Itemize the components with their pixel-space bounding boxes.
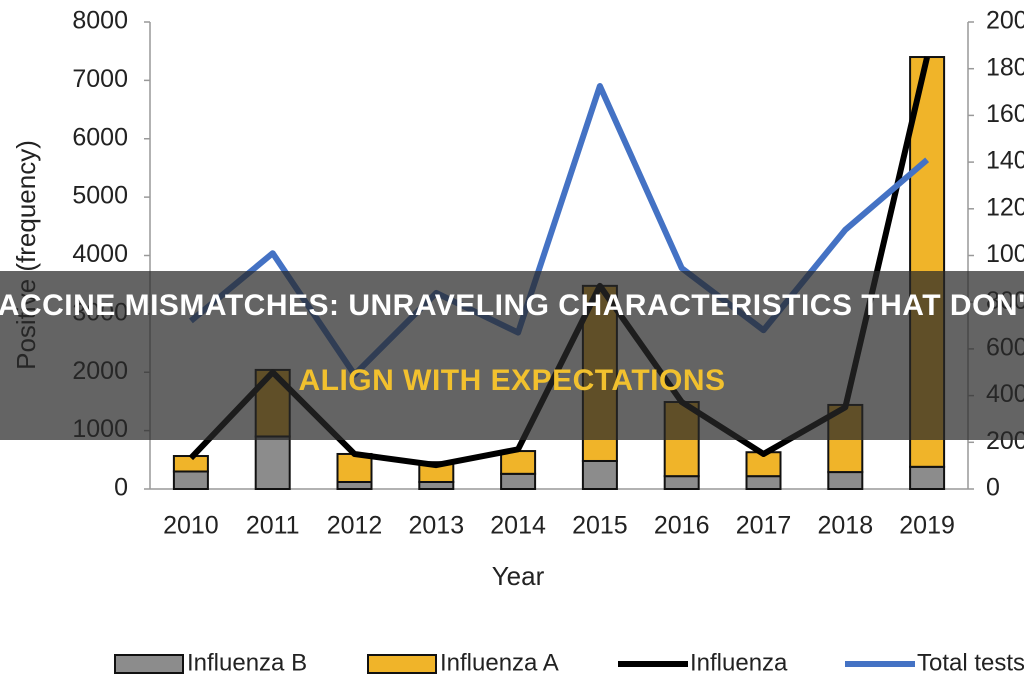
banner-line: VACCINE MISMATCHES: UNRAVELING CHARACTER… (0, 289, 1024, 322)
y2-tick-label: 0 (986, 474, 1000, 502)
x-tick-label: 2012 (327, 512, 383, 540)
legend-swatch (367, 654, 437, 674)
y2-tick-label: 12000 (986, 193, 1024, 221)
x-tick-label: 2017 (736, 512, 792, 540)
x-axis-title: Year (492, 561, 545, 591)
x-tick-label: 2019 (899, 512, 955, 540)
y2-tick-label: 20000 (986, 7, 1024, 35)
x-tick-label: 2011 (246, 512, 300, 540)
x-tick-label: 2016 (654, 512, 710, 540)
banner-line: ALIGN WITH EXPECTATIONS (298, 364, 725, 397)
y-tick-label: 0 (114, 474, 128, 502)
y-tick-label: 7000 (72, 65, 128, 93)
y-tick-label: 5000 (72, 182, 128, 210)
bar (581, 459, 618, 491)
legend-label: Total tests (917, 649, 1024, 676)
y2-tick-label: 16000 (986, 100, 1024, 128)
bar (172, 455, 209, 473)
legend-label: Influenza B (187, 649, 307, 676)
bar (827, 471, 864, 491)
x-tick-label: 2015 (572, 512, 628, 540)
bar (336, 480, 373, 490)
x-tick-label: 2010 (163, 512, 219, 540)
bar (745, 475, 782, 491)
bar (254, 435, 291, 490)
bar (909, 465, 946, 491)
x-tick-label: 2018 (817, 512, 873, 540)
x-tick-label: 2014 (490, 512, 546, 540)
banner-background (0, 271, 1024, 440)
x-tick-label: 2013 (408, 512, 464, 540)
y2-tick-label: 18000 (986, 53, 1024, 81)
y2-tick-label: 10000 (986, 240, 1024, 268)
legend-label: Influenza A (440, 649, 559, 676)
bar (418, 480, 455, 490)
legend-label: Influenza (690, 649, 788, 676)
y2-tick-label: 14000 (986, 147, 1024, 175)
bar (172, 470, 209, 490)
legend-swatch (114, 654, 184, 674)
bar (663, 475, 700, 491)
y-tick-label: 4000 (72, 240, 128, 268)
bar (500, 472, 537, 491)
y-tick-label: 6000 (72, 123, 128, 151)
y-tick-label: 8000 (72, 7, 128, 35)
